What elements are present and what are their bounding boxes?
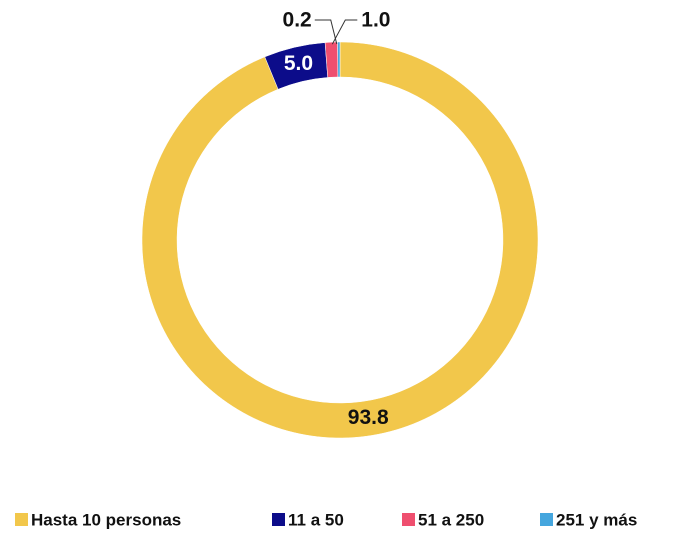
- leader-line: [331, 19, 358, 45]
- legend-swatch: [15, 513, 28, 526]
- legend-label: 251 y más: [556, 510, 637, 529]
- legend-swatch: [402, 513, 415, 526]
- data-label: 93.8: [348, 406, 389, 429]
- data-label: 5.0: [284, 52, 313, 75]
- leader-line: [314, 19, 338, 45]
- legend-swatch: [540, 513, 553, 526]
- donut-slice: [141, 41, 539, 439]
- legend-label: 11 a 50: [288, 510, 344, 529]
- legend-label: Hasta 10 personas: [31, 510, 181, 529]
- donut-slice: [337, 41, 341, 78]
- legend-label: 51 a 250: [418, 510, 484, 529]
- data-label: 1.0: [361, 9, 390, 32]
- data-label: 0.2: [283, 9, 312, 32]
- legend-swatch: [272, 513, 285, 526]
